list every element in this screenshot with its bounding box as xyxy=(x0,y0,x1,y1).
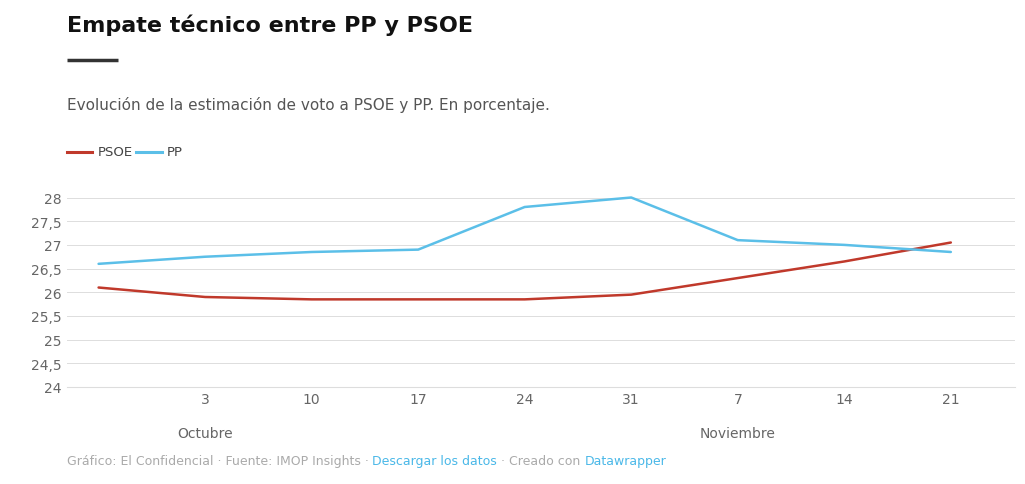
Text: Octubre: Octubre xyxy=(177,426,233,440)
Text: Descargar los datos: Descargar los datos xyxy=(372,454,497,467)
Text: PSOE: PSOE xyxy=(97,146,132,159)
Text: Evolución de la estimación de voto a PSOE y PP. En porcentaje.: Evolución de la estimación de voto a PSO… xyxy=(67,97,549,113)
Text: Gráfico: El Confidencial · Fuente: IMOP Insights ·: Gráfico: El Confidencial · Fuente: IMOP … xyxy=(67,454,372,467)
Text: Noviembre: Noviembre xyxy=(700,426,776,440)
Text: Datawrapper: Datawrapper xyxy=(584,454,666,467)
Text: Empate técnico entre PP y PSOE: Empate técnico entre PP y PSOE xyxy=(67,15,473,36)
Text: · Creado con: · Creado con xyxy=(497,454,584,467)
Text: PP: PP xyxy=(167,146,183,159)
